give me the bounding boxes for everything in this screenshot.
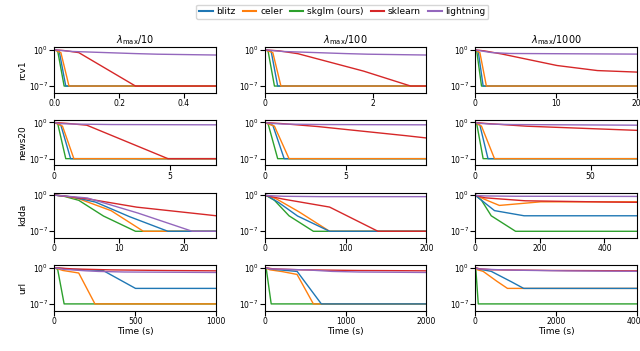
Y-axis label: kdda: kdda (19, 204, 28, 226)
Title: $\lambda_{\max}/100$: $\lambda_{\max}/100$ (323, 34, 368, 47)
Y-axis label: news20: news20 (19, 125, 28, 160)
X-axis label: Time (s): Time (s) (327, 327, 364, 336)
X-axis label: Time (s): Time (s) (538, 327, 574, 336)
X-axis label: Time (s): Time (s) (117, 327, 154, 336)
Y-axis label: url: url (19, 282, 28, 294)
Legend: blitz, celer, skglm (ours), sklearn, lightning: blitz, celer, skglm (ours), sklearn, lig… (196, 5, 488, 19)
Y-axis label: rcv1: rcv1 (19, 60, 28, 80)
Title: $\lambda_{\max}/10$: $\lambda_{\max}/10$ (116, 34, 154, 47)
Title: $\lambda_{\max}/1000$: $\lambda_{\max}/1000$ (531, 34, 581, 47)
